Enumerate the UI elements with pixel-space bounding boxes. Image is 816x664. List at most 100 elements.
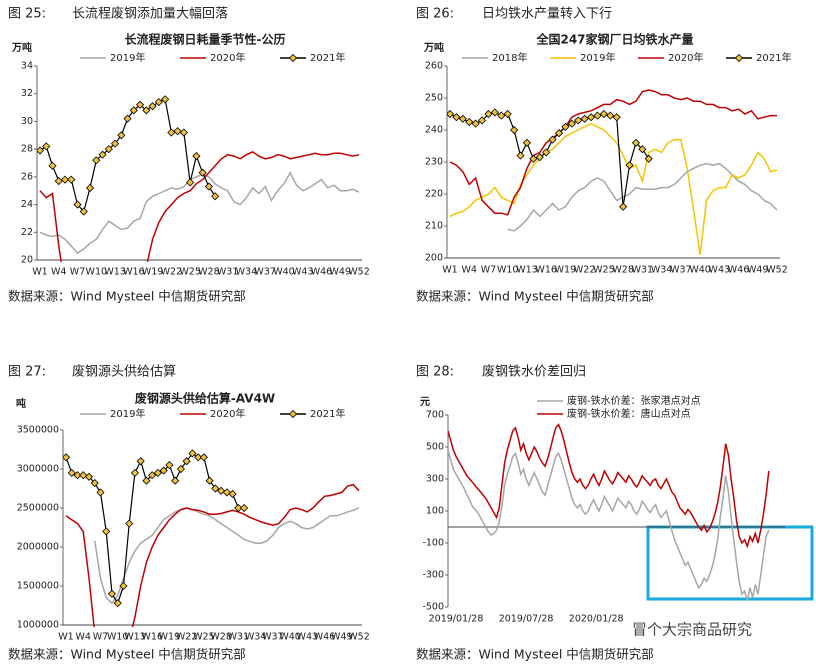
x-tick-label: W31 [632,265,653,276]
x-tick-label: W34 [245,632,266,643]
source: 数据来源：Wind Mysteel 中信期货研究部 [8,289,246,304]
series-marker [612,113,621,122]
legend-label: 2019年 [110,51,145,64]
x-tick-label: W46 [311,267,332,278]
series-marker [234,503,243,513]
series-line [449,89,777,216]
x-tick-label: W49 [329,267,350,278]
series-marker [113,599,122,608]
series-marker [211,192,220,201]
series-marker [129,106,138,115]
series-marker [85,183,95,193]
caption: 废钢源头供给估算 [72,364,176,380]
x-tick-label: W34 [651,265,672,276]
x-tick-label: W40 [273,267,294,278]
series-marker [119,581,128,591]
series-marker [561,122,570,131]
x-tick-label: W40 [689,265,710,276]
series-marker [619,202,628,211]
series-marker [136,457,145,466]
series-line [39,151,360,262]
series-marker [104,145,113,154]
x-tick-label: W31 [228,632,249,643]
x-tick-label: W1 [442,265,457,276]
legend-marker [734,53,744,63]
caption: 废钢铁水价差回归 [482,364,586,380]
x-tick-label: W43 [292,267,313,278]
y-tick-label: 200 [425,253,443,264]
x-tick-label: W52 [348,267,369,278]
chart-title: 长流程废钢日耗量季节性-公历 [125,32,286,47]
y-tick-label: 210 [425,221,443,232]
x-tick-label: W4 [462,265,477,276]
series-marker [98,150,107,159]
y-tick-label: 1500000 [17,581,59,592]
series-marker [458,114,467,123]
plot-area [447,89,778,255]
x-tick-label: W7 [93,632,108,643]
legend-marker [288,409,298,419]
x-tick-label: W1 [32,267,47,278]
y-tick-label: 220 [425,189,443,200]
series-line [449,122,778,255]
y-tick-label: 2500000 [17,503,59,514]
x-tick-label: W31 [217,267,238,278]
series-line [39,171,360,255]
y-tick-label: 100 [426,506,444,517]
legend-label: 2020年 [210,51,245,64]
series-marker [522,138,532,147]
series-marker [586,113,596,122]
x-tick-label: W25 [593,265,614,276]
series-line [65,483,360,627]
x-tick-label: W7 [70,267,85,278]
series-marker [67,175,76,184]
series-marker [84,472,94,481]
series-marker [204,182,213,191]
series-marker [503,109,512,119]
x-tick-label: W19 [142,267,163,278]
series-marker [497,111,506,120]
source: 数据来源：Wind Mysteel 中信期货研究部 [416,647,654,662]
x-tick-label: W10 [107,632,128,643]
series-marker [599,109,608,119]
x-tick-label: W10 [497,265,518,276]
y-tick-label: 700 [426,410,444,421]
y-tick-label: 28 [21,144,33,155]
x-tick-label: 2019/01/28 [429,614,484,625]
series-marker [159,466,168,475]
series-marker [171,476,180,485]
series-marker [510,125,519,135]
x-tick-label: W13 [516,265,537,276]
x-tick-label: W52 [766,265,787,276]
source: 数据来源：Wind Mysteel 中信期货研究部 [8,647,246,662]
x-tick-label: W22 [161,267,182,278]
plot-area [63,449,360,627]
series-marker [90,478,99,488]
legend-label: 废钢-铁水价差：唐山点对点 [567,407,691,420]
series-marker [117,131,126,140]
y-tick-label: 1000000 [17,620,59,631]
series-marker [490,108,499,117]
series-marker [130,468,140,477]
series-marker [567,119,576,128]
x-tick-label: W43 [709,265,730,276]
x-tick-label: W46 [314,632,335,643]
series-marker [54,176,63,186]
legend-label: 2020年 [210,407,245,420]
series-marker [529,154,538,163]
x-tick-label: W4 [51,267,66,278]
y-tick-label: 34 [21,61,33,72]
x-tick-label: W37 [670,265,691,276]
legend-label: 2021年 [310,51,345,64]
series-line [448,423,770,549]
x-tick-label: W1 [58,632,73,643]
series-marker [153,468,162,477]
plot-area [448,423,770,601]
series-marker [63,453,71,462]
x-tick-label: W49 [747,265,768,276]
series-marker [542,148,551,157]
y-tick-label: -100 [422,538,444,549]
series-marker [240,503,249,513]
x-tick-label: 2020/01/28 [569,614,624,625]
series-marker [198,168,207,177]
